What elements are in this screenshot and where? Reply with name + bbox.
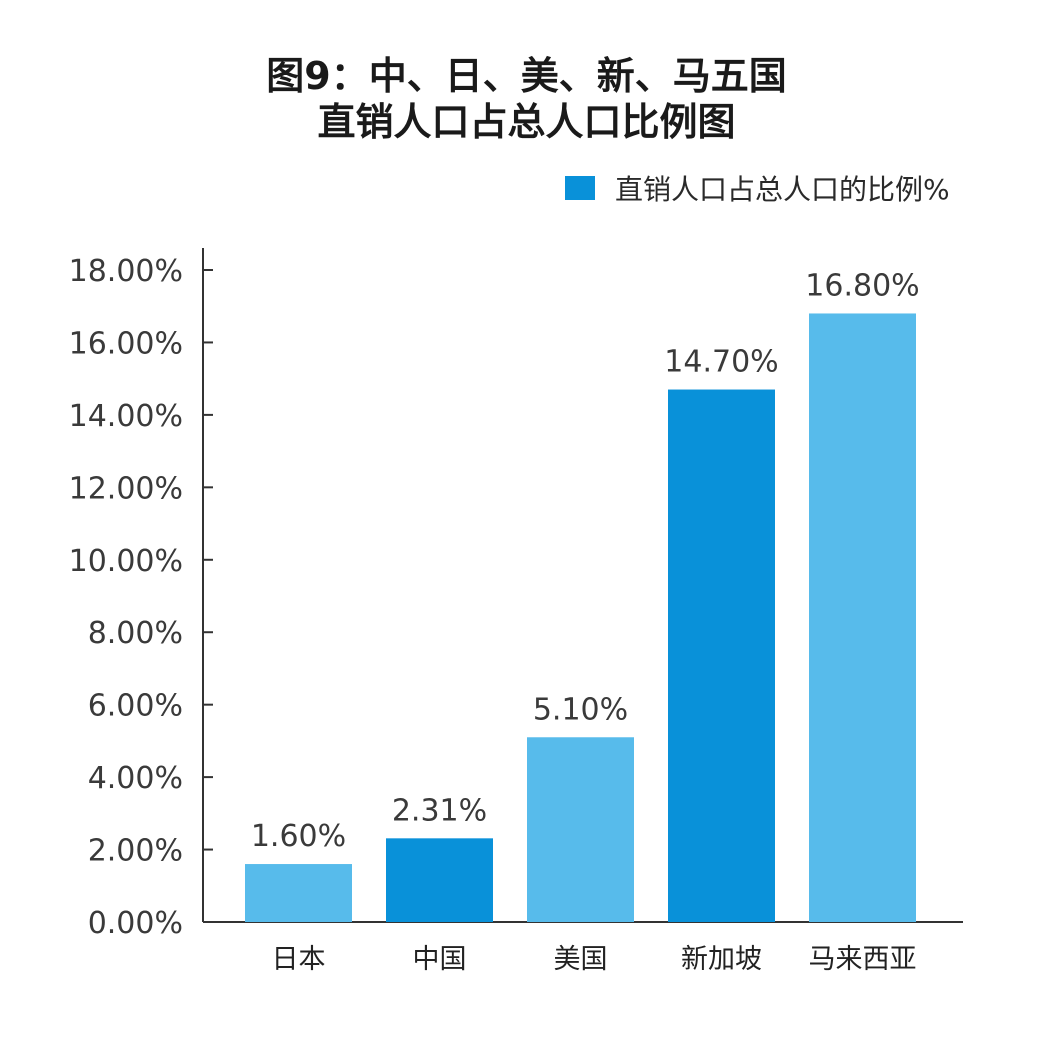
category-labels: 日本 中国 美国 新加坡 马来西亚 xyxy=(272,944,917,975)
legend-swatch xyxy=(565,176,595,200)
x-category-label: 美国 xyxy=(554,944,608,975)
x-category-label: 马来西亚 xyxy=(809,944,917,975)
x-category-label: 中国 xyxy=(413,944,467,975)
x-category-label: 日本 xyxy=(272,944,326,975)
data-label: 5.10% xyxy=(533,692,628,727)
y-tick-label: 18.00% xyxy=(69,254,183,289)
y-tick-label: 16.00% xyxy=(69,326,183,361)
y-tick-label: 0.00% xyxy=(88,906,183,941)
data-label: 2.31% xyxy=(392,793,487,828)
data-label: 16.80% xyxy=(805,268,919,303)
chart-title-line1: 图9：中、日、美、新、马五国 xyxy=(266,54,787,98)
legend: 直销人口占总人口的比例% xyxy=(565,170,950,206)
data-labels: 1.60% 2.31% 5.10% 14.70% 16.80% xyxy=(251,268,920,854)
bar xyxy=(668,389,775,922)
data-label: 1.60% xyxy=(251,819,346,854)
data-label: 14.70% xyxy=(664,345,778,380)
y-tick-label: 6.00% xyxy=(88,689,183,724)
y-tick-label: 10.00% xyxy=(69,544,183,579)
bar xyxy=(245,864,352,922)
bars xyxy=(245,313,916,922)
y-tick-label: 12.00% xyxy=(69,471,183,506)
y-tick-label: 8.00% xyxy=(88,616,183,651)
bar xyxy=(386,838,493,922)
bar xyxy=(809,313,916,922)
x-category-label: 新加坡 xyxy=(681,944,762,975)
bar xyxy=(527,737,634,922)
chart-title-line2: 直销人口占总人口比例图 xyxy=(317,100,736,144)
y-tick-label: 14.00% xyxy=(69,399,183,434)
legend-label: 直销人口占总人口的比例% xyxy=(615,173,950,206)
y-tick-label: 4.00% xyxy=(88,761,183,796)
y-axis-ticks: 0.00% 2.00% 4.00% 6.00% 8.00% 10.00% 12.00% 14.… xyxy=(69,254,213,941)
y-tick-label: 2.00% xyxy=(88,834,183,869)
